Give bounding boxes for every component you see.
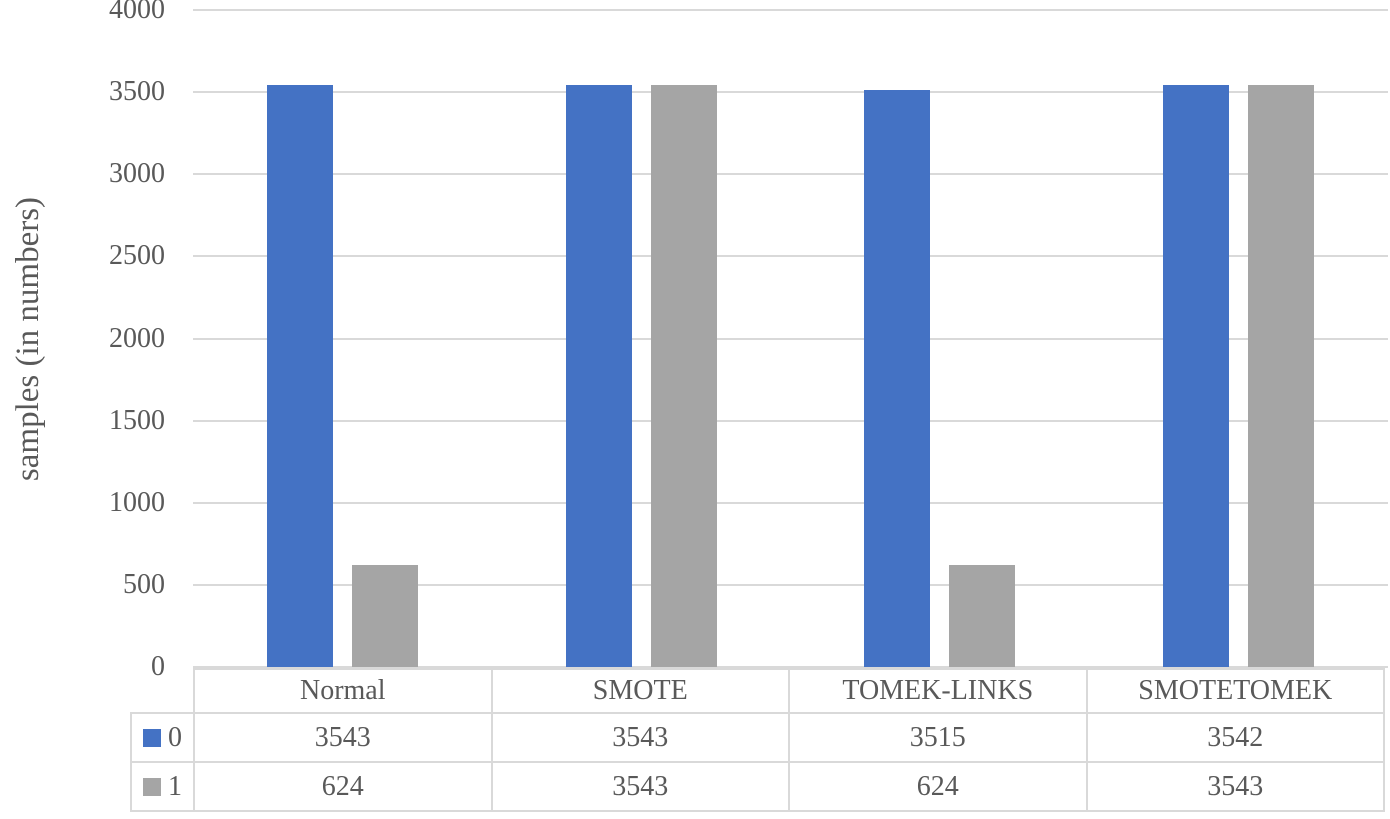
table-value-tomek-links-series-1: 624 [790, 763, 1086, 810]
legend-key-series-0: 0 [132, 714, 193, 761]
y-tick-label-2000: 2000 [109, 322, 165, 354]
gridline-2000 [193, 337, 1388, 340]
table-header-category-smotetomek: SMOTETOMEK [1087, 670, 1383, 712]
bar-smotetomek-series-0 [1163, 85, 1230, 667]
y-tick-label-3500: 3500 [109, 76, 165, 108]
gridline-2500 [193, 255, 1388, 258]
table-header-category-smote: SMOTE [492, 670, 788, 712]
bar-smotetomek-series-1 [1248, 85, 1315, 667]
table-value-normal-series-0: 3543 [195, 714, 491, 761]
legend-label: 0 [168, 721, 182, 753]
y-tick-label-3000: 3000 [109, 158, 165, 190]
table-header-category-tomek-links: TOMEK-LINKS [790, 670, 1086, 712]
data-table-header-row: Normal SMOTE TOMEK-LINKS SMOTETOMEK [193, 668, 1385, 714]
legend-swatch-icon [143, 728, 161, 747]
table-value-smotetomek-series-1: 3543 [1087, 763, 1383, 810]
legend-swatch-icon [143, 777, 161, 796]
table-value-normal-series-1: 624 [195, 763, 491, 810]
data-table-body: 0 3543 3543 3515 3542 1 624 3543 624 3543 [130, 712, 1385, 812]
bar-normal-series-0 [266, 85, 333, 667]
gridline-1500 [193, 419, 1388, 422]
gridline-0 [193, 666, 1388, 668]
bar-smote-series-0 [565, 85, 632, 667]
table-value-smotetomek-series-0: 3542 [1087, 714, 1383, 761]
table-value-tomek-links-series-0: 3515 [790, 714, 1086, 761]
y-tick-label-500: 500 [123, 568, 165, 600]
y-axis-title: samples (in numbers) [10, 196, 46, 482]
y-tick-label-2500: 2500 [109, 240, 165, 272]
table-value-smote-series-1: 3543 [492, 763, 788, 810]
legend-key-series-1: 1 [132, 763, 193, 810]
y-tick-label-1500: 1500 [109, 404, 165, 436]
bar-smote-series-1 [650, 85, 717, 667]
gridline-500 [193, 583, 1388, 586]
gridline-4000 [193, 9, 1388, 11]
y-tick-label-1000: 1000 [109, 486, 165, 518]
y-tick-label-0: 0 [151, 651, 165, 682]
gridline-3000 [193, 173, 1388, 176]
bar-normal-series-1 [351, 564, 418, 667]
y-tick-label-4000: 4000 [109, 0, 165, 25]
legend-label: 1 [168, 770, 182, 802]
table-header-category-normal: Normal [195, 670, 491, 712]
bar-tomek-links-series-0 [864, 89, 931, 667]
table-value-smote-series-0: 3543 [492, 714, 788, 761]
bar-tomek-links-series-1 [949, 564, 1016, 667]
gridline-3500 [193, 91, 1388, 94]
gridline-1000 [193, 501, 1388, 504]
